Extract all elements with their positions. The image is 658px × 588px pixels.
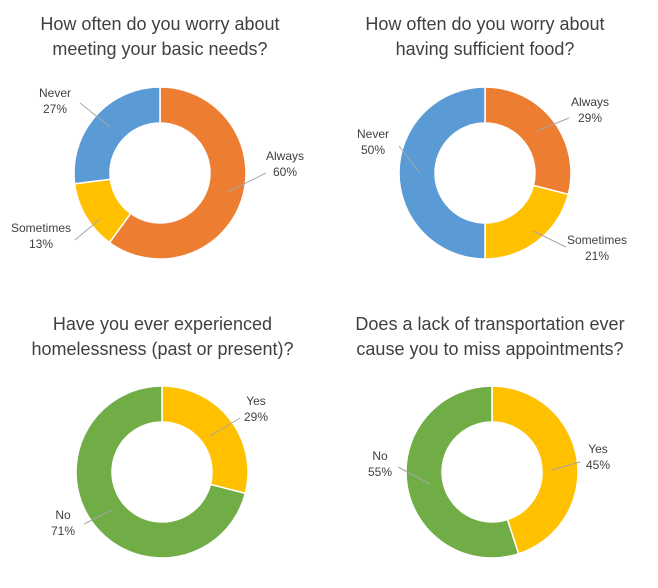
slice-value-never: 27%: [43, 102, 67, 116]
donut-chart-1: Always 60% Sometimes 13% Never 27%: [11, 86, 304, 260]
leader-line-no: [83, 509, 113, 525]
chart-title-line-1: How often do you worry about: [365, 14, 605, 34]
leader-line-never: [79, 102, 111, 128]
donut-chart-4: Yes 45% No 55%: [368, 385, 610, 559]
chart-title: Does a lack of transportation ever cause…: [325, 312, 655, 362]
donut-chart-3: Yes 29% No 71%: [51, 385, 268, 559]
slice-value-yes: 29%: [244, 410, 268, 424]
slice-label-always: Always: [571, 95, 609, 109]
leader-line-always: [536, 117, 570, 132]
slice-label-never: Never: [357, 127, 389, 141]
leader-line-sometimes: [74, 218, 101, 241]
leader-line-sometimes: [532, 230, 567, 248]
slice-no: [405, 385, 520, 559]
chart-title-line-1: How often do you worry about: [40, 14, 280, 34]
donut-chart-2: Always 29% Sometimes 21% Never 50%: [357, 86, 627, 263]
slice-value-always: 29%: [578, 111, 602, 125]
leader-line-yes: [209, 417, 241, 437]
slice-never: [398, 86, 486, 260]
slice-value-no: 55%: [368, 465, 392, 479]
leader-line-never: [398, 145, 421, 174]
slice-label-no: No: [372, 449, 388, 463]
slice-value-yes: 45%: [586, 458, 610, 472]
chart-title-line-2: cause you to miss appointments?: [356, 339, 624, 359]
slice-value-always: 60%: [273, 165, 297, 179]
slice-value-sometimes: 21%: [585, 249, 609, 263]
slice-label-yes: Yes: [588, 442, 608, 456]
slice-yes: [491, 385, 579, 555]
leader-line-always: [227, 172, 267, 193]
leader-line-yes: [551, 461, 581, 471]
slice-label-never: Never: [39, 86, 71, 100]
slice-value-no: 71%: [51, 524, 75, 538]
slice-label-sometimes: Sometimes: [567, 233, 627, 247]
slice-sometimes: [484, 184, 570, 260]
slice-label-no: No: [55, 508, 71, 522]
chart-title: How often do you worry about meeting you…: [0, 12, 320, 62]
chart-title-line-2: meeting your basic needs?: [52, 39, 268, 59]
chart-title-line-2: homelessness (past or present)?: [31, 339, 294, 359]
chart-title: How often do you worry about having suff…: [325, 12, 645, 62]
slice-no: [75, 385, 247, 559]
slice-yes: [161, 385, 249, 495]
chart-title-line-1: Have you ever experienced: [52, 314, 273, 334]
slice-value-never: 50%: [361, 143, 385, 157]
slice-always: [108, 86, 247, 260]
leader-line-no: [397, 466, 431, 485]
slice-label-always: Always: [266, 149, 304, 163]
slice-never: [73, 86, 161, 185]
slice-label-yes: Yes: [246, 394, 266, 408]
chart-title-line-2: having sufficient food?: [395, 39, 575, 59]
chart-title-line-1: Does a lack of transportation ever: [355, 314, 625, 334]
slice-value-sometimes: 13%: [29, 237, 53, 251]
slice-label-sometimes: Sometimes: [11, 221, 71, 235]
slice-always: [484, 86, 572, 196]
chart-title: Have you ever experienced homelessness (…: [0, 312, 325, 362]
